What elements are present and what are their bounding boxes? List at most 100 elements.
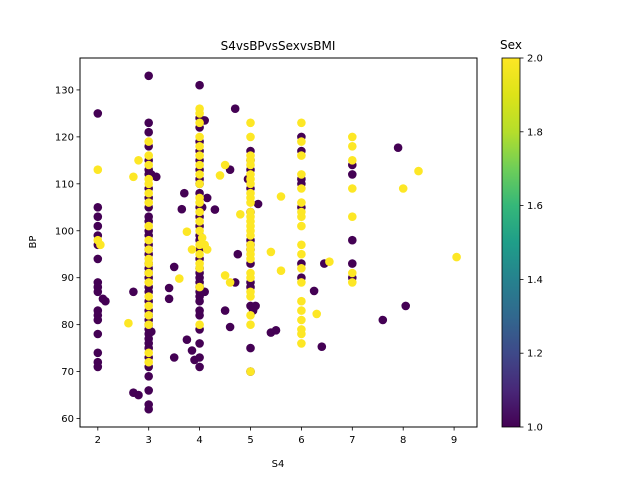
colorbar-tick-label: 1.8 — [527, 127, 543, 138]
data-point-sex-2 — [182, 227, 192, 236]
data-point-sex-2 — [297, 137, 306, 146]
data-point-sex-1 — [101, 296, 110, 306]
y-tick-label: 90 — [61, 273, 74, 284]
data-point-sex-2 — [312, 309, 322, 319]
data-point-sex-2 — [124, 318, 133, 328]
x-tick-label: 4 — [196, 435, 202, 446]
data-point-sex-2 — [195, 170, 204, 179]
chart-title: S4vsBPvsSexvsBMI — [221, 39, 336, 53]
data-point-sex-2 — [246, 320, 255, 330]
data-point-sex-2 — [195, 217, 204, 226]
data-point-sex-2 — [398, 184, 408, 193]
data-point-sex-2 — [175, 274, 184, 283]
data-point-sex-1 — [195, 296, 204, 306]
data-point-sex-2 — [220, 160, 230, 170]
x-tick-label: 6 — [298, 435, 304, 446]
data-point-sex-2 — [134, 156, 143, 165]
y-tick-label: 130 — [55, 85, 74, 96]
data-point-sex-1 — [195, 311, 204, 320]
y-tick-label: 100 — [55, 226, 74, 237]
data-point-sex-2 — [197, 233, 207, 243]
data-point-sex-2 — [202, 245, 212, 254]
data-point-sex-1 — [348, 235, 357, 245]
data-point-sex-2 — [195, 264, 204, 273]
data-point-sex-2 — [297, 170, 306, 179]
data-point-sex-2 — [215, 171, 225, 180]
data-point-sex-1 — [93, 254, 103, 264]
data-point-sex-2 — [144, 311, 153, 320]
data-point-sex-2 — [144, 348, 153, 358]
data-point-sex-1 — [144, 386, 153, 395]
x-axis-label: S4 — [272, 459, 285, 470]
x-tick-label: 5 — [247, 435, 253, 446]
x-tick-label: 7 — [349, 435, 355, 446]
data-point-sex-2 — [276, 192, 286, 201]
data-point-sex-2 — [297, 329, 306, 339]
data-point-sex-1 — [93, 315, 103, 325]
data-point-sex-2 — [195, 160, 204, 170]
data-point-sex-2 — [246, 118, 255, 128]
data-point-sex-1 — [210, 205, 220, 214]
data-point-sex-1 — [144, 372, 153, 381]
data-point-sex-2 — [144, 221, 153, 231]
data-point-sex-1 — [180, 188, 189, 198]
y-tick-label: 110 — [55, 179, 74, 190]
data-point-sex-1 — [129, 287, 138, 297]
data-point-sex-2 — [348, 278, 357, 287]
plot-area: 2 3 4 5 6 7 8 9 60 70 80 90 100 110 120 130 — [55, 57, 478, 446]
y-axis: 60 70 80 90 100 110 120 130 — [55, 85, 80, 425]
data-point-sex-2 — [195, 109, 204, 118]
data-point-sex-1 — [220, 306, 230, 315]
data-point-sex-2 — [297, 264, 306, 273]
data-point-sex-2 — [246, 160, 255, 170]
data-point-sex-2 — [144, 179, 153, 189]
data-point-sex-1 — [182, 335, 192, 345]
data-point-sex-2 — [297, 184, 306, 193]
data-point-sex-2 — [297, 278, 306, 287]
data-point-sex-2 — [348, 212, 357, 221]
data-point-sex-1 — [169, 353, 179, 362]
data-point-sex-1 — [147, 327, 156, 337]
data-point-sex-2 — [129, 172, 138, 182]
data-point-sex-2 — [246, 132, 255, 142]
data-point-sex-1 — [93, 221, 103, 231]
colorbar-title: Sex — [500, 38, 522, 52]
data-point-sex-1 — [177, 204, 187, 214]
data-point-sex-1 — [164, 294, 174, 304]
data-point-sex-2 — [246, 254, 255, 264]
data-point-sex-2 — [144, 357, 153, 367]
data-point-sex-1 — [251, 301, 260, 311]
data-point-sex-2 — [297, 315, 306, 325]
data-point-sex-2 — [144, 278, 153, 287]
data-point-sex-1 — [93, 203, 103, 212]
data-point-sex-2 — [297, 221, 306, 231]
data-point-sex-2 — [297, 249, 306, 259]
data-point-sex-2 — [348, 268, 357, 278]
data-point-sex-2 — [276, 266, 286, 276]
data-point-sex-1 — [164, 283, 174, 293]
data-point-sex-2 — [195, 282, 204, 292]
data-point-sex-1 — [144, 404, 153, 414]
data-point-sex-2 — [144, 292, 153, 301]
scatter-points — [93, 71, 461, 414]
x-tick-label: 9 — [451, 435, 457, 446]
data-point-sex-1 — [93, 362, 103, 372]
x-axis: 2 3 4 5 6 7 8 9 — [95, 427, 457, 446]
data-point-sex-2 — [348, 184, 357, 193]
data-point-sex-1 — [93, 348, 103, 358]
data-point-sex-1 — [144, 118, 153, 128]
data-point-sex-2 — [195, 118, 204, 128]
data-point-sex-2 — [297, 306, 306, 315]
data-point-sex-2 — [414, 166, 423, 176]
data-point-sex-2 — [325, 257, 334, 267]
data-point-sex-2 — [195, 207, 204, 217]
data-point-sex-2 — [297, 212, 306, 221]
data-point-sex-1 — [93, 287, 103, 297]
data-point-sex-1 — [187, 346, 197, 355]
data-point-sex-2 — [144, 301, 153, 311]
data-point-sex-1 — [144, 127, 153, 137]
data-point-sex-1 — [195, 339, 204, 348]
data-point-sex-2 — [348, 132, 357, 142]
